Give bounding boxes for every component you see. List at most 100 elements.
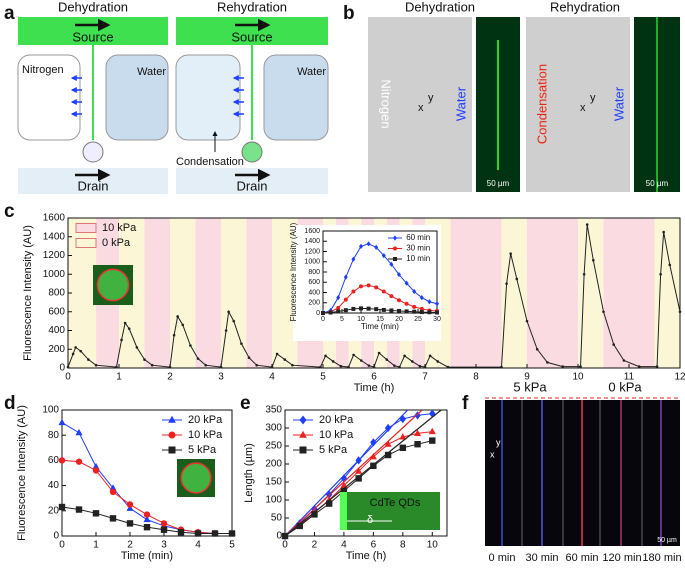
legend-label: 20 kPa bbox=[319, 414, 354, 426]
x-tick-label: 8 bbox=[473, 372, 479, 383]
marker bbox=[412, 304, 417, 309]
y-tick-label: 0 bbox=[316, 310, 320, 317]
marker bbox=[419, 310, 424, 315]
inset-symbol: δ bbox=[367, 514, 373, 526]
label: Water bbox=[453, 86, 468, 121]
legend-label: 30 min bbox=[406, 244, 430, 253]
marker bbox=[75, 506, 83, 513]
marker bbox=[194, 530, 202, 537]
marker bbox=[355, 456, 362, 465]
fit-line bbox=[285, 410, 423, 536]
inset-image bbox=[340, 492, 440, 530]
label: Source bbox=[72, 29, 113, 44]
marker bbox=[429, 437, 436, 444]
marker bbox=[232, 319, 236, 323]
marker bbox=[255, 363, 258, 367]
marker bbox=[311, 511, 318, 518]
marker bbox=[126, 501, 134, 508]
marker bbox=[428, 427, 436, 435]
title: Rehydration bbox=[217, 0, 287, 14]
y-tick-label: 100 bbox=[265, 495, 282, 506]
marker bbox=[423, 365, 427, 369]
panel-letters: a b c d e f bbox=[4, 3, 469, 414]
y-tick-label: 300 bbox=[265, 423, 282, 434]
region bbox=[144, 218, 170, 368]
x-tick-label: 10 bbox=[357, 316, 365, 323]
marker bbox=[414, 429, 422, 436]
x-tick-label: 7 bbox=[422, 372, 428, 383]
region bbox=[527, 218, 578, 368]
y-tick-label: 400 bbox=[308, 289, 320, 296]
marker bbox=[324, 354, 327, 358]
drain bbox=[18, 168, 168, 194]
label: Drain bbox=[236, 178, 267, 193]
x-tick-label: 25 bbox=[414, 316, 422, 323]
label: Water bbox=[297, 66, 326, 78]
marker bbox=[58, 418, 66, 426]
marker bbox=[336, 295, 341, 301]
marker bbox=[585, 223, 589, 226]
marker bbox=[71, 352, 75, 356]
marker bbox=[414, 441, 421, 448]
marker bbox=[352, 353, 355, 357]
label: Condensation bbox=[176, 156, 244, 168]
chamber bbox=[175, 54, 241, 141]
marker bbox=[515, 277, 519, 281]
y-axis-label: Fluorescence Intensity (AU) bbox=[289, 222, 298, 321]
marker bbox=[351, 256, 356, 262]
axis-label: y bbox=[590, 92, 596, 104]
marker bbox=[637, 365, 641, 368]
marker bbox=[397, 308, 401, 313]
series-line bbox=[322, 284, 438, 314]
y-tick-label: 20 bbox=[48, 505, 60, 516]
marker bbox=[283, 358, 287, 361]
marker bbox=[404, 280, 409, 286]
x-tick-label: 3 bbox=[218, 372, 224, 383]
marker bbox=[123, 321, 127, 325]
x-tick-label: 6 bbox=[371, 372, 377, 383]
y-tick-label: 200 bbox=[48, 344, 65, 355]
marker bbox=[359, 284, 363, 289]
x-tick-label: 0 bbox=[65, 372, 71, 383]
marker bbox=[384, 440, 392, 447]
marker bbox=[168, 431, 176, 439]
label: Water bbox=[611, 86, 626, 121]
region bbox=[246, 218, 272, 368]
axis-label: y bbox=[428, 92, 434, 104]
droplet bbox=[180, 462, 212, 494]
y-axis-label: Length (µm) bbox=[243, 443, 255, 503]
marker bbox=[399, 433, 407, 440]
marker bbox=[228, 530, 236, 537]
marker bbox=[339, 364, 343, 368]
marker bbox=[381, 289, 386, 294]
label: 0 kPa bbox=[608, 379, 642, 394]
y-tick-label: 1200 bbox=[43, 250, 66, 261]
panel-letter: a bbox=[4, 3, 15, 24]
marker bbox=[535, 347, 539, 351]
axis-label: y bbox=[496, 437, 501, 447]
x-tick-label: 8 bbox=[400, 540, 406, 551]
x-tick-label: 1 bbox=[116, 372, 122, 383]
legend-label: 10 kPa bbox=[188, 429, 223, 441]
y-tick-label: 200 bbox=[265, 459, 282, 470]
legend-swatch bbox=[75, 223, 97, 233]
panel-a: Dehydration Rehydration Source Source Ni… bbox=[17, 0, 329, 194]
marker bbox=[389, 308, 394, 313]
scale-bar: 50 µm bbox=[646, 179, 669, 188]
x-tick-label: 0 bbox=[321, 316, 325, 323]
marker bbox=[299, 430, 307, 438]
marker bbox=[143, 358, 146, 361]
label: Drain bbox=[77, 178, 108, 193]
marker bbox=[404, 309, 409, 314]
marker bbox=[370, 462, 377, 469]
y-tick-label: 1200 bbox=[304, 248, 320, 255]
marker bbox=[340, 487, 348, 495]
marker bbox=[75, 428, 83, 436]
marker bbox=[397, 271, 401, 278]
marker bbox=[351, 306, 356, 311]
marker bbox=[393, 364, 396, 367]
marker bbox=[372, 365, 376, 369]
title: Dehydration bbox=[405, 0, 475, 14]
marker bbox=[418, 364, 422, 368]
panel-letter: f bbox=[462, 393, 469, 414]
